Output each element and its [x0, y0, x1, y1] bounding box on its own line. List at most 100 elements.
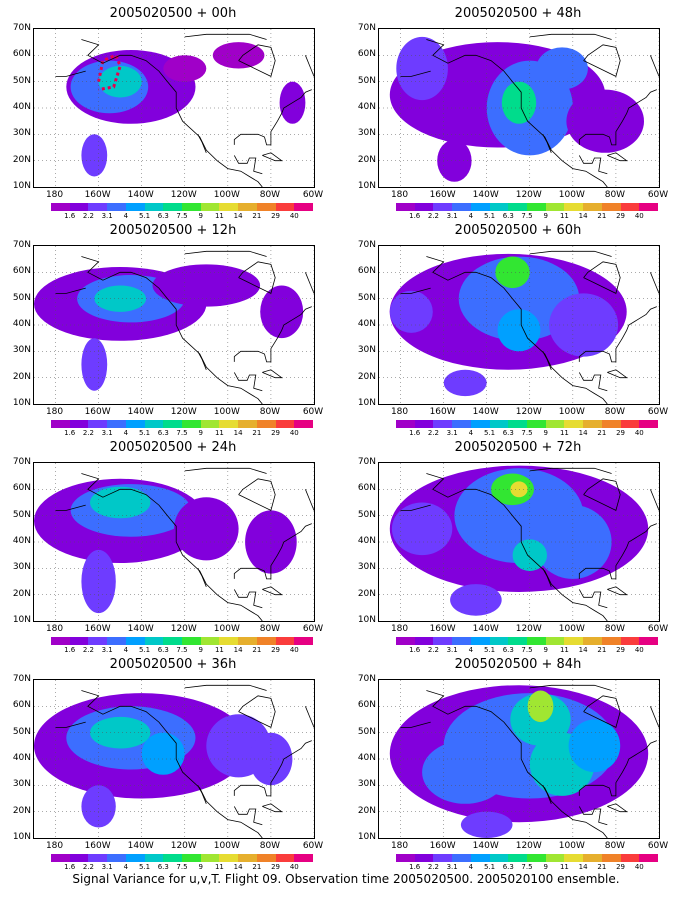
lat-tick-label: 30N — [12, 779, 31, 790]
colorbar-label: 7.5 — [521, 429, 533, 437]
lon-tick-label: 120W — [170, 190, 197, 200]
colorbar-label: 1.6 — [409, 212, 421, 220]
coastline — [233, 589, 263, 609]
variance-field — [34, 29, 314, 187]
colorbar-label: 7.5 — [521, 646, 533, 654]
variance-contour — [536, 47, 588, 90]
lat-tick-label: 70N — [12, 674, 31, 684]
coastline — [542, 785, 552, 804]
colorbar-swatch — [219, 637, 239, 645]
colorbar-swatch — [433, 637, 453, 645]
colorbar-swatch — [545, 854, 565, 862]
lon-tick-label: 180 — [390, 624, 409, 634]
lon-tick-label: 80W — [604, 190, 626, 200]
colorbar-label: 5.1 — [483, 646, 496, 654]
colorbar-swatch — [238, 420, 257, 428]
coastline — [233, 155, 263, 175]
variance-contour — [163, 55, 207, 82]
colorbar-label: 4 — [123, 212, 129, 220]
lon-tick-label: 180 — [45, 841, 64, 851]
colorbar-label: 21 — [597, 646, 607, 654]
colorbar-label: 5.1 — [483, 212, 496, 220]
lat-tick-label: 10N — [12, 398, 31, 408]
coastline — [305, 489, 314, 511]
colorbar — [51, 854, 314, 862]
coastline — [238, 44, 276, 77]
colorbar-swatch — [163, 203, 183, 211]
lon-tick-label: 160W — [429, 841, 456, 851]
colorbar-label: 1.6 — [64, 429, 76, 437]
lat-tick-label: 50N — [12, 726, 31, 737]
lon-tick-label: 100W — [558, 841, 585, 851]
colorbar-label: 9 — [198, 646, 203, 654]
colorbar-swatch — [433, 203, 453, 211]
colorbar-label: 11 — [559, 646, 569, 654]
lat-tick-label: 70N — [12, 23, 31, 33]
lat-tick-label: 30N — [357, 562, 376, 573]
colorbar-swatch — [125, 420, 145, 428]
colorbar-swatch — [144, 203, 164, 211]
colorbar-swatch — [51, 420, 70, 428]
lon-tick-label: 160W — [84, 190, 111, 200]
coastline — [184, 467, 267, 474]
colorbar-label: 14 — [578, 429, 588, 437]
colorbar-label: 1.6 — [409, 646, 421, 654]
colorbar-label: 29 — [616, 863, 626, 871]
coastline — [305, 706, 314, 728]
colorbar-swatch — [51, 637, 70, 645]
map-plot — [378, 462, 660, 622]
colorbar-swatch — [144, 637, 164, 645]
colorbar-label: 3.1 — [101, 212, 113, 220]
variance-contour — [422, 740, 509, 804]
colorbar-label: 3.1 — [446, 212, 458, 220]
lon-tick-label: 60W — [302, 190, 324, 200]
colorbar-swatch — [163, 854, 183, 862]
lon-tick-label: 80W — [259, 407, 281, 417]
lon-tick-label: 140W — [472, 190, 499, 200]
colorbar-label: 9 — [198, 212, 203, 220]
variance-contour — [94, 285, 146, 312]
coastline — [542, 351, 552, 370]
variance-contour — [534, 505, 612, 579]
coastline — [305, 55, 314, 77]
colorbar-swatch — [508, 854, 528, 862]
coastline — [529, 684, 612, 691]
colorbar — [51, 203, 314, 211]
colorbar-label: 40 — [634, 863, 644, 871]
colorbar-label: 40 — [289, 429, 299, 437]
colorbar-label: 2.2 — [82, 429, 94, 437]
colorbar-swatch — [564, 637, 584, 645]
coastline — [262, 803, 283, 813]
lat-tick-label: 40N — [357, 319, 376, 329]
colorbar-swatch — [489, 637, 509, 645]
colorbar-swatch — [564, 203, 584, 211]
panel-title: 2005020500 + 48h — [454, 6, 582, 21]
colorbar-swatch — [51, 854, 70, 862]
colorbar-swatch — [144, 420, 164, 428]
colorbar-label: 2.2 — [82, 212, 94, 220]
colorbar-swatch — [275, 203, 295, 211]
coastline — [578, 155, 608, 175]
colorbar-swatch — [545, 637, 565, 645]
lat-tick-label: 10N — [357, 181, 376, 191]
colorbar-label: 14 — [578, 863, 588, 871]
variance-field — [34, 246, 314, 404]
colorbar-label: 9 — [543, 212, 548, 220]
colorbar-label: 3.1 — [446, 863, 458, 871]
lon-tick-label: 60W — [647, 190, 669, 200]
figure-caption: Signal Variance for u,v,T. Flight 09. Ob… — [72, 872, 620, 886]
colorbar-label: 3.1 — [101, 646, 113, 654]
colorbar-label: 40 — [289, 212, 299, 220]
lon-tick-label: 60W — [647, 841, 669, 851]
lat-tick-label: 70N — [357, 457, 376, 467]
colorbar-label: 6.3 — [502, 646, 514, 654]
colorbar-swatch — [219, 854, 239, 862]
colorbar — [51, 637, 314, 645]
colorbar-label: 40 — [289, 646, 299, 654]
colorbar-swatch — [182, 854, 201, 862]
colorbar-label: 3.1 — [446, 646, 458, 654]
colorbar-label: 29 — [616, 646, 626, 654]
colorbar-swatch — [620, 854, 640, 862]
lon-tick-label: 120W — [170, 407, 197, 417]
variance-contour — [527, 690, 554, 723]
